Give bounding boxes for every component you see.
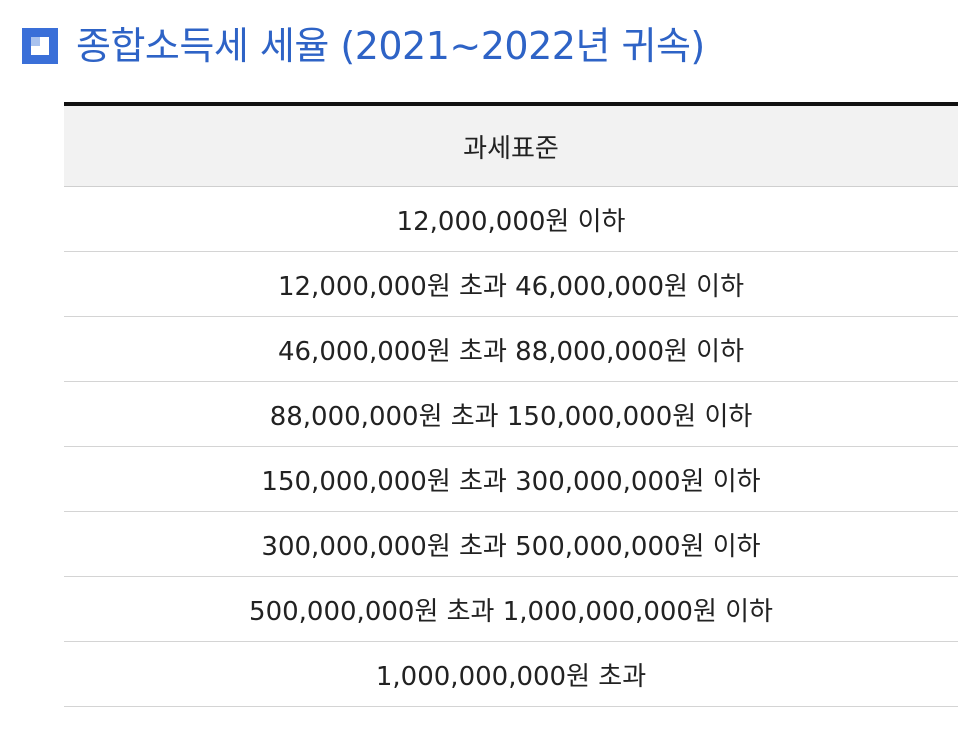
table-row: 300,000,000원 초과 500,000,000원 이하 [64,511,958,577]
section-heading: 종합소득세 세율 (2021~2022년 귀속) [22,18,705,74]
table-row: 12,000,000원 이하 [64,186,958,252]
tax-base-cell: 12,000,000원 초과 46,000,000원 이하 [64,251,958,317]
tax-base-cell: 1,000,000,000원 초과 [64,641,958,707]
tax-base-cell: 88,000,000원 초과 150,000,000원 이하 [64,381,958,447]
tax-base-cell: 46,000,000원 초과 88,000,000원 이하 [64,316,958,382]
tax-base-cell: 150,000,000원 초과 300,000,000원 이하 [64,446,958,512]
tax-base-cell: 12,000,000원 이하 [64,186,958,252]
table-row: 1,000,000,000원 초과 [64,641,958,707]
tax-base-cell: 300,000,000원 초과 500,000,000원 이하 [64,511,958,577]
table-row: 88,000,000원 초과 150,000,000원 이하 [64,381,958,447]
square-bullet-icon [22,28,58,64]
column-header-tax-base: 과세표준 [64,102,958,187]
table-row: 46,000,000원 초과 88,000,000원 이하 [64,316,958,382]
table-header-row: 과세표준 [64,102,958,187]
tax-base-cell: 500,000,000원 초과 1,000,000,000원 이하 [64,576,958,642]
tax-rate-table: 과세표준 12,000,000원 이하 12,000,000원 초과 46,00… [64,102,958,707]
table-row: 150,000,000원 초과 300,000,000원 이하 [64,446,958,512]
table-row: 12,000,000원 초과 46,000,000원 이하 [64,251,958,317]
table-row: 500,000,000원 초과 1,000,000,000원 이하 [64,576,958,642]
page-title: 종합소득세 세율 (2021~2022년 귀속) [76,24,705,68]
